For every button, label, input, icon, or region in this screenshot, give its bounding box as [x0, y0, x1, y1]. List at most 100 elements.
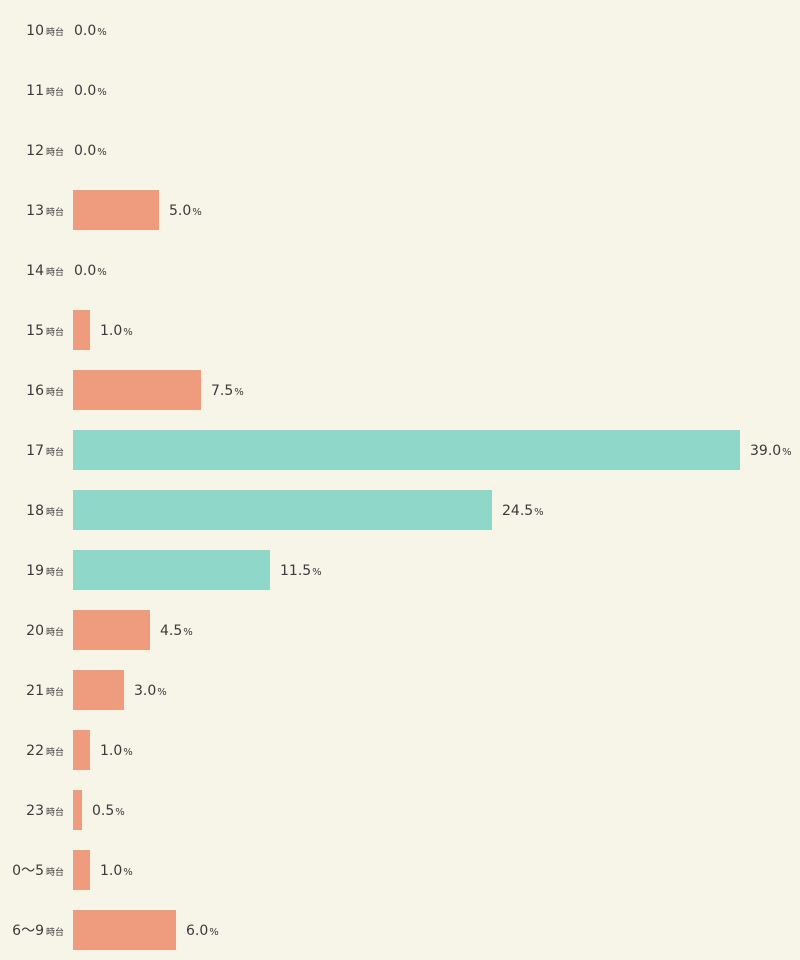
value-suffix: % — [123, 747, 133, 758]
bar-row: 19 時台 11.5% — [0, 540, 800, 600]
category-hour-text: 23 — [26, 803, 44, 819]
bar-row: 15 時台 1.0% — [0, 300, 800, 360]
value-number: 11.5 — [280, 563, 312, 579]
category-suffix-text: 時台 — [45, 868, 64, 878]
bar-row: 20 時台 4.5% — [0, 600, 800, 660]
value-suffix: % — [782, 447, 792, 458]
value-suffix: % — [97, 147, 107, 158]
category-suffix-text: 時台 — [45, 328, 64, 338]
value-label: 11.5% — [280, 560, 322, 580]
value-label: 1.0% — [100, 320, 133, 340]
bar-row: 17 時台 39.0% — [0, 420, 800, 480]
category-hour-text: 11 — [26, 83, 44, 99]
bar — [73, 190, 159, 230]
value-number: 1.0 — [100, 863, 123, 879]
value-label: 0.0% — [74, 20, 107, 40]
category-hour-text: 19 — [26, 563, 44, 579]
bar — [73, 430, 740, 470]
category-suffix-text: 時台 — [45, 88, 64, 98]
category-label: 15 時台 — [0, 320, 64, 340]
category-label: 10 時台 — [0, 20, 64, 40]
value-number: 0.0 — [74, 263, 97, 279]
value-label: 5.0% — [169, 200, 202, 220]
category-suffix-text: 時台 — [45, 748, 64, 758]
value-number: 24.5 — [502, 503, 534, 519]
value-label: 4.5% — [160, 620, 193, 640]
category-hour-text: 20 — [26, 623, 44, 639]
bar — [73, 850, 90, 890]
category-label: 21 時台 — [0, 680, 64, 700]
value-label: 1.0% — [100, 740, 133, 760]
value-label: 0.5% — [92, 800, 125, 820]
category-label: 23 時台 — [0, 800, 64, 820]
value-number: 3.0 — [134, 683, 157, 699]
category-hour-text: 6〜9 — [12, 923, 44, 939]
value-suffix: % — [192, 207, 202, 218]
bar-row: 23 時台 0.5% — [0, 780, 800, 840]
value-number: 1.0 — [100, 743, 123, 759]
value-suffix: % — [97, 267, 107, 278]
category-label: 18 時台 — [0, 500, 64, 520]
category-suffix-text: 時台 — [45, 628, 64, 638]
bar-row: 22 時台 1.0% — [0, 720, 800, 780]
bar — [73, 550, 270, 590]
category-suffix-text: 時台 — [45, 28, 64, 38]
value-number: 39.0 — [750, 443, 782, 459]
value-suffix: % — [97, 27, 107, 38]
value-suffix: % — [209, 927, 219, 938]
value-number: 4.5 — [160, 623, 183, 639]
bar — [73, 370, 201, 410]
category-suffix-text: 時台 — [45, 388, 64, 398]
value-label: 0.0% — [74, 80, 107, 100]
value-number: 1.0 — [100, 323, 123, 339]
bar — [73, 310, 90, 350]
value-suffix: % — [183, 627, 193, 638]
bar-row: 6〜9 時台 6.0% — [0, 900, 800, 960]
category-hour-text: 15 — [26, 323, 44, 339]
category-suffix-text: 時台 — [45, 448, 64, 458]
value-number: 0.0 — [74, 83, 97, 99]
category-label: 19 時台 — [0, 560, 64, 580]
bar-row: 12 時台 0.0% — [0, 120, 800, 180]
category-label: 11 時台 — [0, 80, 64, 100]
value-number: 0.0 — [74, 23, 97, 39]
bar — [73, 790, 82, 830]
bar-row: 10 時台 0.0% — [0, 0, 800, 60]
category-suffix-text: 時台 — [45, 928, 64, 938]
bar — [73, 730, 90, 770]
category-suffix-text: 時台 — [45, 148, 64, 158]
bar — [73, 490, 492, 530]
bar-row: 16 時台 7.5% — [0, 360, 800, 420]
category-hour-text: 14 — [26, 263, 44, 279]
value-suffix: % — [312, 567, 322, 578]
category-suffix-text: 時台 — [45, 568, 64, 578]
category-hour-text: 21 — [26, 683, 44, 699]
value-suffix: % — [234, 387, 244, 398]
category-hour-text: 22 — [26, 743, 44, 759]
category-hour-text: 12 — [26, 143, 44, 159]
value-suffix: % — [157, 687, 167, 698]
value-label: 39.0% — [750, 440, 792, 460]
bar — [73, 670, 124, 710]
category-suffix-text: 時台 — [45, 208, 64, 218]
category-label: 6〜9 時台 — [0, 920, 64, 940]
bar-row: 18 時台 24.5% — [0, 480, 800, 540]
bar-row: 14 時台 0.0% — [0, 240, 800, 300]
value-number: 0.5 — [92, 803, 115, 819]
category-label: 14 時台 — [0, 260, 64, 280]
value-number: 7.5 — [211, 383, 234, 399]
value-label: 7.5% — [211, 380, 244, 400]
category-suffix-text: 時台 — [45, 808, 64, 818]
value-label: 24.5% — [502, 500, 544, 520]
value-suffix: % — [97, 87, 107, 98]
bar-row: 11 時台 0.0% — [0, 60, 800, 120]
category-label: 17 時台 — [0, 440, 64, 460]
bar-row: 21 時台 3.0% — [0, 660, 800, 720]
category-label: 20 時台 — [0, 620, 64, 640]
value-suffix: % — [534, 507, 544, 518]
category-suffix-text: 時台 — [45, 688, 64, 698]
category-label: 13 時台 — [0, 200, 64, 220]
category-label: 0〜5 時台 — [0, 860, 64, 880]
value-number: 0.0 — [74, 143, 97, 159]
